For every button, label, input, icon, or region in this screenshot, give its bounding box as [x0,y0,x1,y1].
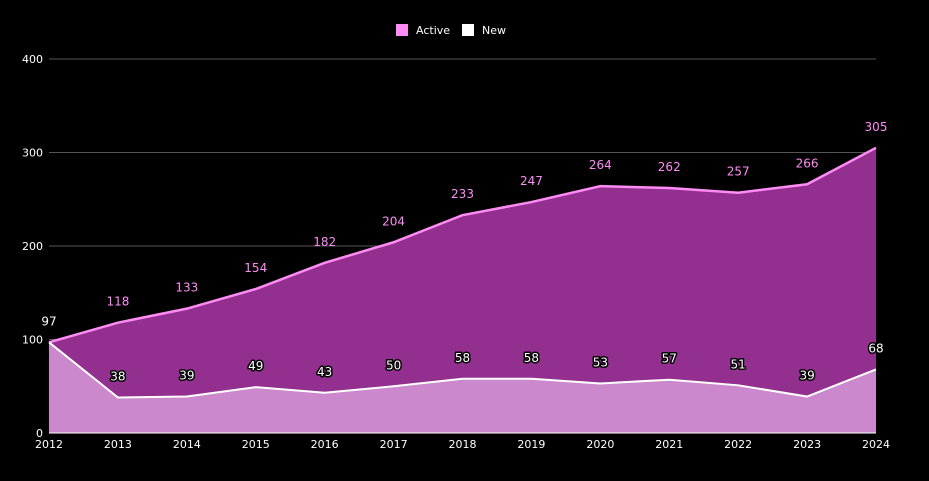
x-tick-label: 2019 [517,438,545,451]
legend-item-active[interactable]: Active [396,24,450,37]
data-label-new: 39 [799,369,814,383]
line-new [48,341,877,399]
data-label-new: 43 [317,365,332,379]
data-label-active: 154 [244,261,267,275]
y-tick-label: 100 [22,334,43,347]
data-label-active: 264 [589,158,612,172]
x-tick-label: 2020 [586,438,614,451]
data-label-active: 305 [865,120,888,134]
areas [49,147,876,433]
data-label-new: 58 [524,351,539,365]
data-label-new: 57 [662,352,677,366]
y-tick-label: 300 [22,147,43,160]
legend-swatch [396,24,408,36]
data-label-new: 39 [179,369,194,383]
x-tick-label: 2015 [242,438,270,451]
y-tick-label: 200 [22,240,43,253]
data-label-new: 51 [731,357,746,371]
legend-item-new[interactable]: New [462,24,506,37]
x-tick-label: 2014 [173,438,201,451]
data-label-active: 118 [106,295,129,309]
x-tick-label: 2023 [793,438,821,451]
data-label-active: 266 [796,156,819,170]
data-label-active: 133 [175,281,198,295]
legend-label: New [482,24,506,37]
x-tick-label: 2018 [449,438,477,451]
data-label-active: 97 [41,314,56,328]
line-active [48,146,877,344]
data-label-new: 58 [455,351,470,365]
data-label-active: 182 [313,235,336,249]
data-labels: 97 118 133 154 182 204 233 247 264 262 257 266 305 38… [40,120,888,385]
data-label-active: 204 [382,214,405,228]
area-active [49,147,876,433]
x-tick-label: 2013 [104,438,132,451]
data-label-active: 247 [520,174,543,188]
legend-label: Active [416,24,450,37]
data-label-new: 49 [248,359,263,373]
area-new [49,342,876,433]
data-label-active: 262 [658,160,681,174]
x-tick-label: 2016 [311,438,339,451]
data-label-active: 257 [727,165,750,179]
x-tick-label: 2012 [35,438,63,451]
x-tick-label: 2024 [862,438,890,451]
axes: 0 100 200 300 400 2012 2013 2014 2015 2016 2017 201… [22,53,890,451]
x-tick-label: 2021 [655,438,683,451]
series-lines [48,146,877,399]
x-tick-label: 2017 [380,438,408,451]
data-label-new: 68 [868,341,883,355]
y-tick-label: 400 [22,53,43,66]
legend[interactable]: Active New [396,24,506,37]
x-tick-label: 2022 [724,438,752,451]
legend-swatch [462,24,474,36]
data-label-active: 233 [451,187,474,201]
y-tick-label: 0 [36,427,43,440]
data-label-new: 50 [386,358,401,372]
data-label-new: 38 [110,369,125,383]
data-label-new: 53 [593,355,608,369]
